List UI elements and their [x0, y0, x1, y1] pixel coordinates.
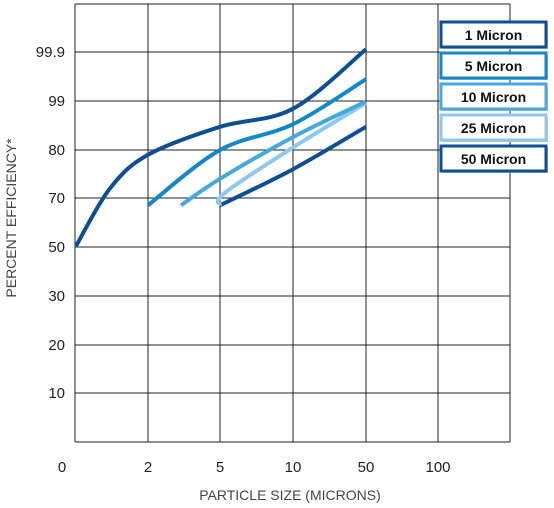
series-line-5-micron	[146, 77, 368, 207]
y-tick-label: 20	[48, 337, 65, 354]
y-tick-label: 80	[48, 142, 65, 159]
legend-box	[439, 51, 548, 80]
legend: 1 Micron 5 Micron 10 Micron 25 Micron 50 Mic…	[439, 20, 548, 173]
x-tick-label: 10	[285, 459, 302, 476]
x-tick-label: 5	[216, 459, 224, 476]
legend-label: 5 Micron	[465, 58, 523, 74]
y-tick-labels: 10 20 30 50 70 80 99 99.9	[36, 44, 65, 402]
legend-item: 1 Micron	[439, 20, 548, 49]
legend-item: 25 Micron	[439, 113, 548, 142]
y-tick-label: 50	[48, 239, 65, 256]
y-tick-label: 70	[48, 190, 65, 207]
x-tick-label: 100	[425, 459, 450, 476]
legend-box	[439, 113, 548, 142]
legend-item: 50 Micron	[439, 144, 548, 173]
x-tick-labels: 0 2 5 10 50 100	[58, 459, 451, 476]
legend-item: 5 Micron	[439, 51, 548, 80]
y-tick-label: 99	[48, 93, 65, 110]
y-tick-label: 10	[48, 385, 65, 402]
series-line-10-micron	[179, 99, 367, 207]
x-tick-label: 50	[358, 459, 375, 476]
series-line-25-micron	[215, 101, 368, 206]
legend-label: 10 Micron	[461, 89, 526, 105]
series-line-1-micron	[74, 47, 368, 248]
series-lines	[74, 47, 368, 248]
x-tick-label: 2	[144, 459, 152, 476]
legend-label: 50 Micron	[461, 151, 526, 167]
legend-box	[439, 20, 548, 49]
y-tick-label: 30	[48, 288, 65, 305]
legend-label: 1 Micron	[465, 27, 523, 43]
legend-box	[439, 82, 548, 111]
x-tick-label: 0	[58, 459, 66, 476]
legend-item: 10 Micron	[439, 82, 548, 111]
y-axis-label: PERCENT EFFICIENCY*	[3, 138, 19, 298]
series-line-50-micron	[219, 125, 368, 208]
legend-box	[439, 144, 548, 173]
x-axis-label: PARTICLE SIZE (MICRONS)	[199, 487, 381, 503]
grid	[74, 3, 511, 443]
legend-label: 25 Micron	[461, 120, 526, 136]
y-tick-label: 99.9	[36, 44, 65, 61]
